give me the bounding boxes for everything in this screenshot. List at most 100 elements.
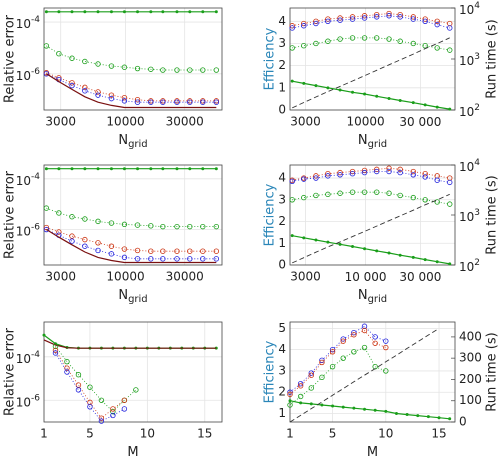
y-axis-label: Relative error xyxy=(3,170,18,259)
data-point xyxy=(289,25,295,31)
data-point xyxy=(434,18,440,25)
x-tick-label: 30000 xyxy=(166,115,204,129)
data-point xyxy=(201,10,205,14)
data-point xyxy=(325,18,331,25)
y2-axis-label: Run time (s) xyxy=(485,332,500,411)
data-point xyxy=(422,174,428,180)
data-point xyxy=(448,262,452,266)
y2-tick-label-base: 10 xyxy=(459,260,474,274)
x-axis-label-main: N xyxy=(118,288,128,303)
data-point xyxy=(213,223,220,230)
data-point xyxy=(122,167,126,171)
data-point xyxy=(200,67,206,73)
plot-area xyxy=(44,8,222,110)
data-point xyxy=(374,166,380,173)
y2-tick-label: 400 xyxy=(459,329,482,343)
data-point xyxy=(447,179,453,186)
data-point xyxy=(397,169,403,176)
data-point xyxy=(410,40,416,47)
x-axis-label-main: M xyxy=(127,445,138,459)
plot-area xyxy=(290,322,455,422)
data-point xyxy=(161,167,165,171)
y-tick-label: 3 xyxy=(278,192,286,206)
data-point xyxy=(374,11,380,18)
series-line xyxy=(292,235,450,265)
data-point xyxy=(301,23,307,29)
axes-frame xyxy=(43,164,223,266)
data-point xyxy=(325,191,331,198)
x-axis-label-sub: grid xyxy=(128,139,148,150)
data-point xyxy=(338,88,342,92)
data-point xyxy=(297,381,304,387)
data-point xyxy=(69,82,75,89)
data-point xyxy=(374,35,380,41)
data-point xyxy=(82,84,88,91)
data-point xyxy=(95,89,101,95)
data-point xyxy=(82,58,88,65)
data-point xyxy=(313,40,319,47)
y2-tick-label: 100 xyxy=(459,393,482,407)
y2-tick-label-exponent: 2 xyxy=(474,103,480,113)
y-tick-label: 10-6 xyxy=(16,66,41,82)
x-tick-label: 10000 xyxy=(106,270,144,284)
data-point xyxy=(160,256,166,262)
data-point xyxy=(361,15,368,21)
data-point xyxy=(398,253,402,257)
y-tick-label: 2 xyxy=(278,385,286,399)
data-point xyxy=(108,243,115,249)
data-point xyxy=(109,167,113,171)
data-point xyxy=(108,220,115,226)
series-line xyxy=(55,352,125,422)
x-tick-label: 10000 xyxy=(346,115,384,129)
data-point xyxy=(64,365,70,371)
data-point xyxy=(121,406,128,412)
x-tick-label: 3000 xyxy=(290,270,321,284)
data-point xyxy=(108,95,115,102)
y2-tick-label-base: 10 xyxy=(459,105,474,119)
data-point xyxy=(340,338,346,344)
data-point xyxy=(308,385,314,391)
data-point xyxy=(422,170,428,177)
data-point xyxy=(42,333,46,337)
data-point xyxy=(213,256,220,262)
y-tick-label-exponent: -6 xyxy=(31,222,40,232)
data-point xyxy=(302,236,306,240)
data-point xyxy=(363,247,367,251)
series-line xyxy=(289,400,450,420)
data-point xyxy=(313,20,319,27)
data-point xyxy=(434,199,440,205)
data-point xyxy=(69,80,75,86)
x-tick-label-base: 30 000 xyxy=(399,270,441,284)
x-axis-label: M xyxy=(127,445,138,459)
data-point xyxy=(82,216,88,222)
y-tick-label: 4 xyxy=(278,171,286,185)
data-point xyxy=(398,98,402,102)
y2-tick-label-exponent: 3 xyxy=(474,208,480,218)
series-line xyxy=(55,346,137,413)
axes-frame xyxy=(289,321,456,423)
data-point xyxy=(314,84,318,88)
data-point xyxy=(121,98,128,104)
data-point xyxy=(340,355,346,361)
x-axis-label-sub: grid xyxy=(128,294,148,305)
y-tick-label: 0 xyxy=(278,103,286,117)
y2-tick-label: 103 xyxy=(459,52,480,68)
data-point xyxy=(448,417,452,421)
data-point xyxy=(383,338,389,344)
x-tick-label: 10 xyxy=(378,427,393,441)
data-point xyxy=(160,99,166,105)
y2-tick-label: 104 xyxy=(459,158,480,174)
data-point xyxy=(98,418,105,424)
data-point xyxy=(434,177,440,183)
data-point xyxy=(121,64,128,70)
y2-tick-label: 300 xyxy=(459,351,482,365)
data-point xyxy=(289,197,295,203)
data-point xyxy=(329,363,336,370)
series-line xyxy=(289,328,440,423)
axes-frame xyxy=(43,321,223,423)
data-point xyxy=(405,413,409,417)
data-point xyxy=(136,167,140,171)
data-point xyxy=(148,223,154,229)
x-axis-label: Ngrid xyxy=(358,133,387,151)
